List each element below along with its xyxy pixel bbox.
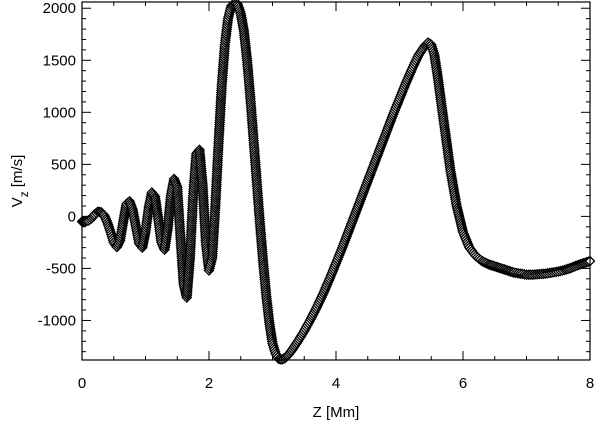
- plot-frame: [81, 1, 591, 361]
- x-tick-label: 6: [459, 375, 467, 392]
- x-axis-label: Z [Mm]: [313, 404, 360, 421]
- y-tick-label: 0: [68, 208, 76, 225]
- y-axis-label-main: V: [9, 197, 26, 207]
- y-tick-label: 1500: [43, 52, 76, 69]
- plot-area: [76, 0, 596, 365]
- y-axis-label: Vz [m/s]: [9, 155, 31, 208]
- y-tick-label: 500: [51, 156, 76, 173]
- y-tick-label: 1000: [43, 104, 76, 121]
- x-tick-label: 2: [205, 375, 213, 392]
- y-axis-label-unit: [m/s]: [9, 155, 26, 188]
- x-tick-label: 0: [78, 375, 86, 392]
- y-tick-label: 2000: [43, 0, 76, 17]
- svg-text:Vz[m/s]: Vz [m/s]: [9, 155, 31, 208]
- x-tick-label: 8: [586, 375, 594, 392]
- y-axis-label-sub: z: [17, 191, 31, 197]
- y-tick-label: -500: [46, 260, 76, 277]
- x-tick-label: 4: [332, 375, 340, 392]
- y-tick-label: -1000: [38, 312, 76, 329]
- axis-ticks: 0 2 4 6 8 -1000 -500 0 500 1000 1500 2000: [38, 0, 595, 392]
